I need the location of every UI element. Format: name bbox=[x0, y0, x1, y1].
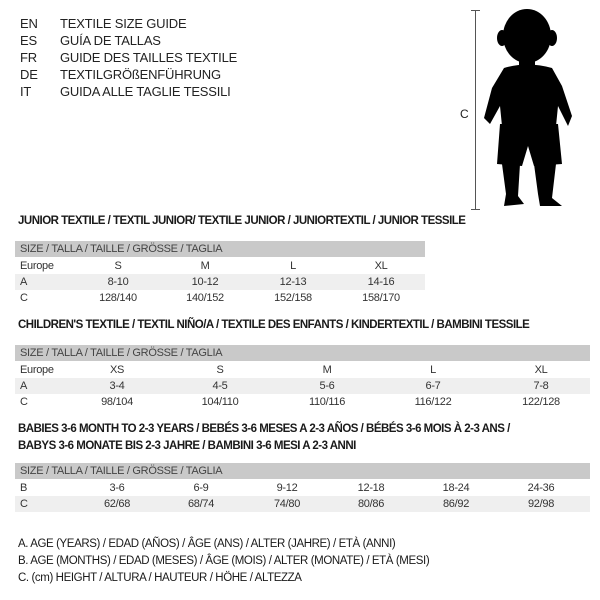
table-cell: 152/158 bbox=[274, 292, 312, 304]
language-code: DE bbox=[20, 67, 38, 82]
language-guide-title: TEXTILGRÖßENFÜHRUNG bbox=[60, 67, 221, 82]
table-cell: 140/152 bbox=[186, 292, 224, 304]
table-cell: S bbox=[114, 260, 122, 272]
table-cell: 6-7 bbox=[425, 380, 441, 392]
babies-title-line2: BABYS 3-6 MONATE BIS 2-3 JAHRE / BAMBINI… bbox=[18, 440, 356, 452]
row-label: Europe bbox=[20, 260, 54, 272]
junior-size-header: SIZE / TALLA / TAILLE / GRÖSSE / TAGLIA bbox=[15, 241, 425, 257]
language-code: ES bbox=[20, 33, 37, 48]
junior-title: JUNIOR TEXTILE / TEXTIL JUNIOR/ TEXTILE … bbox=[18, 215, 466, 227]
table-row: Europe S M L XL bbox=[15, 258, 425, 274]
table-cell: 12-18 bbox=[357, 482, 385, 494]
table-cell: 116/122 bbox=[414, 396, 452, 408]
measure-tick-top bbox=[471, 10, 480, 11]
row-label: A bbox=[20, 380, 28, 392]
row-label: C bbox=[20, 292, 28, 304]
legend-c: C. (cm) HEIGHT / ALTURA / HAUTEUR / HÖHE… bbox=[18, 572, 302, 584]
table-row: Europe XS S M L XL bbox=[15, 362, 590, 378]
measure-label: C bbox=[460, 107, 469, 121]
table-cell: M bbox=[200, 260, 210, 272]
table-cell: 86/92 bbox=[442, 498, 470, 510]
table-row: B 3-6 6-9 9-12 12-18 18-24 24-36 bbox=[15, 480, 590, 496]
table-cell: 98/104 bbox=[101, 396, 133, 408]
language-guide-title: GUIDA ALLE TAGLIE TESSILI bbox=[60, 84, 231, 99]
table-cell: 104/110 bbox=[201, 396, 239, 408]
children-size-header: SIZE / TALLA / TAILLE / GRÖSSE / TAGLIA bbox=[15, 345, 590, 361]
table-cell: 5-6 bbox=[319, 380, 335, 392]
table-cell: 110/116 bbox=[308, 396, 346, 408]
babies-size-header: SIZE / TALLA / TAILLE / GRÖSSE / TAGLIA bbox=[15, 463, 590, 479]
row-label: C bbox=[20, 498, 28, 510]
table-cell: 62/68 bbox=[103, 498, 131, 510]
language-guide-title: GUIDE DES TAILLES TEXTILE bbox=[60, 50, 238, 65]
table-cell: XL bbox=[534, 364, 548, 376]
table-cell: 80/86 bbox=[357, 498, 385, 510]
table-cell: 122/128 bbox=[522, 396, 560, 408]
table-cell: 18-24 bbox=[442, 482, 470, 494]
table-cell: 24-36 bbox=[527, 482, 555, 494]
row-label: B bbox=[20, 482, 28, 494]
table-cell: 10-12 bbox=[191, 276, 219, 288]
babies-title-line1: BABIES 3-6 MONTH TO 2-3 YEARS / BEBÉS 3-… bbox=[18, 423, 510, 435]
language-guide-title: GUÍA DE TALLAS bbox=[60, 33, 161, 48]
table-cell: 12-13 bbox=[279, 276, 307, 288]
language-code: EN bbox=[20, 16, 38, 31]
language-code: FR bbox=[20, 50, 37, 65]
height-measure-line bbox=[475, 10, 476, 210]
language-guide-title: TEXTILE SIZE GUIDE bbox=[60, 16, 187, 31]
child-silhouette-icon bbox=[484, 9, 572, 206]
row-label: A bbox=[20, 276, 28, 288]
table-cell: 7-8 bbox=[533, 380, 549, 392]
table-cell: 92/98 bbox=[527, 498, 555, 510]
table-cell: 3-4 bbox=[109, 380, 125, 392]
table-row: C 98/104 104/110 110/116 116/122 122/128 bbox=[15, 394, 590, 410]
table-row: A 8-10 10-12 12-13 14-16 bbox=[15, 274, 425, 290]
table-cell: 9-12 bbox=[276, 482, 298, 494]
table-cell: S bbox=[216, 364, 224, 376]
table-cell: L bbox=[290, 260, 296, 272]
table-cell: 14-16 bbox=[367, 276, 395, 288]
table-cell: 158/170 bbox=[362, 292, 400, 304]
table-cell: 4-5 bbox=[212, 380, 228, 392]
table-cell: XL bbox=[374, 260, 388, 272]
table-cell: M bbox=[322, 364, 332, 376]
legend-a: A. AGE (YEARS) / EDAD (AÑOS) / ÂGE (ANS)… bbox=[18, 538, 396, 550]
row-label: Europe bbox=[20, 364, 54, 376]
children-title: CHILDREN'S TEXTILE / TEXTIL NIÑO/A / TEX… bbox=[18, 319, 530, 331]
table-row: A 3-4 4-5 5-6 6-7 7-8 bbox=[15, 378, 590, 394]
table-cell: L bbox=[430, 364, 436, 376]
language-code: IT bbox=[20, 84, 32, 99]
table-cell: 74/80 bbox=[273, 498, 301, 510]
table-cell: 8-10 bbox=[107, 276, 129, 288]
table-row: C 62/68 68/74 74/80 80/86 86/92 92/98 bbox=[15, 496, 590, 512]
table-cell: 6-9 bbox=[193, 482, 209, 494]
table-cell: XS bbox=[109, 364, 125, 376]
table-cell: 128/140 bbox=[99, 292, 137, 304]
table-cell: 3-6 bbox=[109, 482, 125, 494]
measure-tick-bottom bbox=[471, 209, 480, 210]
table-row: C 128/140 140/152 152/158 158/170 bbox=[15, 290, 425, 306]
legend-b: B. AGE (MONTHS) / EDAD (MESES) / ÂGE (MO… bbox=[18, 555, 430, 567]
row-label: C bbox=[20, 396, 28, 408]
table-cell: 68/74 bbox=[187, 498, 215, 510]
